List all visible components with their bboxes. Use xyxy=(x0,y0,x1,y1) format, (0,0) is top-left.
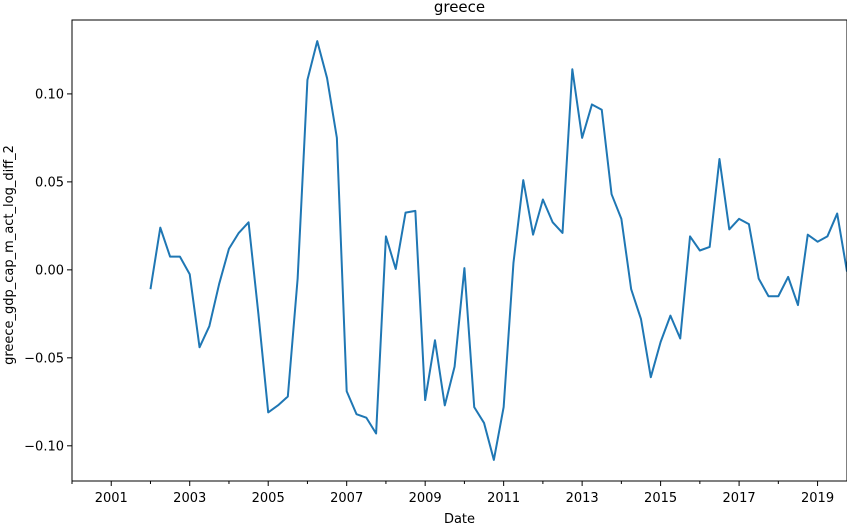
y-axis-label: greece_gdp_cap_m_act_log_diff_2 xyxy=(2,145,17,365)
x-tick-label: 2015 xyxy=(644,491,677,506)
x-tick-label: 2009 xyxy=(409,491,442,506)
x-tick-label: 2001 xyxy=(95,491,128,506)
x-tick-label: 2013 xyxy=(566,491,599,506)
x-tick-label: 2007 xyxy=(330,491,363,506)
chart-title: greece xyxy=(434,0,485,16)
x-tick-label: 2017 xyxy=(723,491,756,506)
y-tick-label: 0.00 xyxy=(35,263,64,278)
x-tick-label: 2011 xyxy=(487,491,520,506)
series-line xyxy=(149,40,847,461)
x-tick-label: 2003 xyxy=(173,491,206,506)
y-tick-label: −0.05 xyxy=(24,351,64,366)
y-tick-label: 0.05 xyxy=(35,175,64,190)
x-tick-label: 2005 xyxy=(252,491,285,506)
plot-frame xyxy=(71,19,847,482)
x-tick-label: 2019 xyxy=(801,491,834,506)
x-axis-label: Date xyxy=(444,512,475,525)
data-lines xyxy=(149,40,847,461)
axis-ticks: 2001 2003 2005 2007 2009 2011 2013 2015 2017 2019… xyxy=(24,87,834,506)
y-tick-label: 0.10 xyxy=(35,87,64,102)
y-tick-label: −0.10 xyxy=(24,439,64,454)
